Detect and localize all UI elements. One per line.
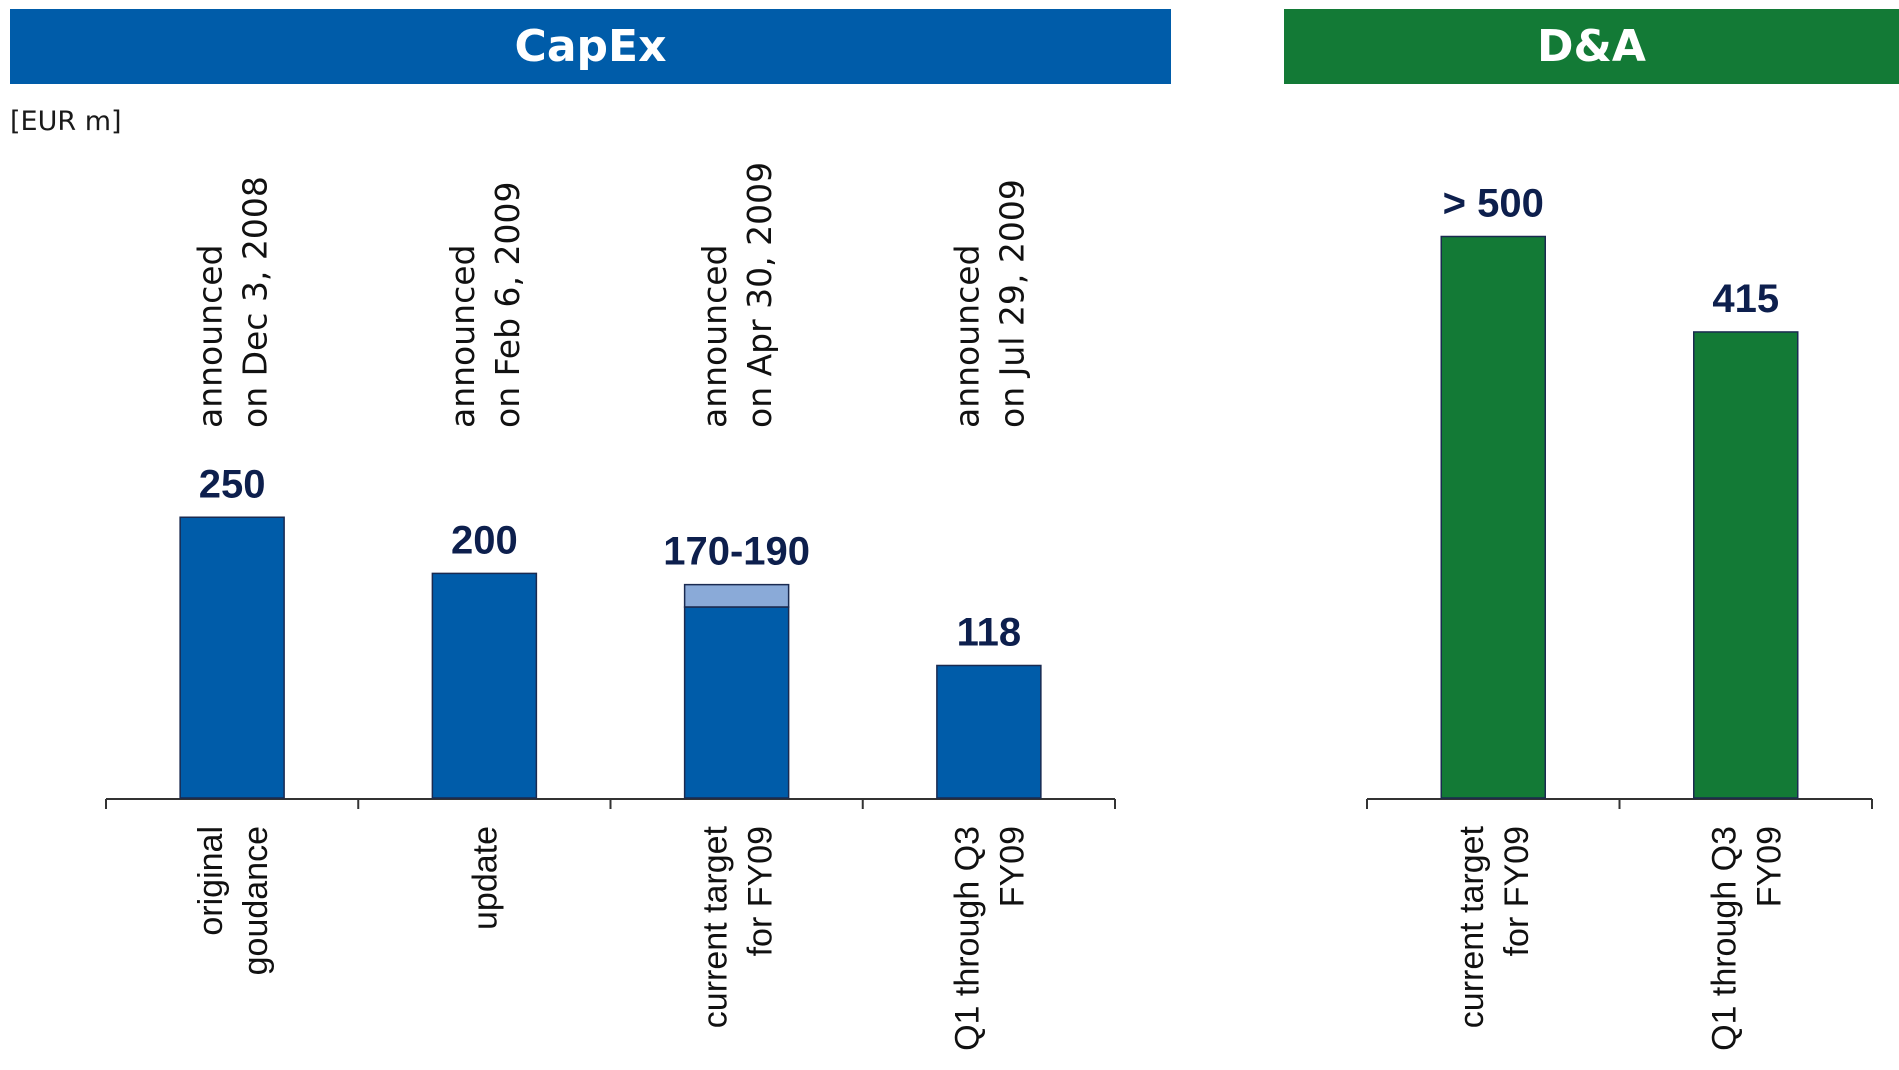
unit-label: [EUR m] (10, 106, 122, 137)
capex-bar (936, 664, 1042, 799)
da-category-label: Q1 through Q3 FY09 (1705, 826, 1788, 1051)
capex-value-label: 200 (451, 518, 518, 562)
da-category-label: current target for FY09 (1453, 825, 1536, 1028)
capex-category-label: Q1 through Q3 FY09 (949, 826, 1032, 1051)
capex-category-label: update (467, 826, 505, 930)
capex-annotation: announced on Dec 3, 2008 (191, 176, 275, 428)
capex-category-label: current target for FY09 (696, 825, 779, 1028)
capex-header: CapEx (10, 9, 1171, 84)
capex-bar (179, 516, 285, 799)
capex-bar (683, 606, 790, 799)
capex-value-label: 170-190 (663, 530, 810, 574)
capex-value-label: 250 (199, 462, 266, 506)
capex-annotation: announced on Feb 6, 2009 (443, 182, 527, 428)
da-value-label: 415 (1712, 277, 1779, 321)
da-value-label: > 500 (1443, 182, 1544, 226)
da-bar (1693, 331, 1799, 799)
capex-annotation: announced on Apr 30, 2009 (695, 162, 779, 428)
capex-value-label: 118 (957, 610, 1022, 654)
capex-bar-range (683, 583, 790, 608)
capex-bar (431, 572, 538, 799)
capex-annotation: announced on Jul 29, 2009 (947, 179, 1031, 428)
capex-category-label: original goudance (192, 826, 275, 975)
da-bar (1440, 235, 1546, 799)
da-header: D&A (1284, 9, 1899, 84)
